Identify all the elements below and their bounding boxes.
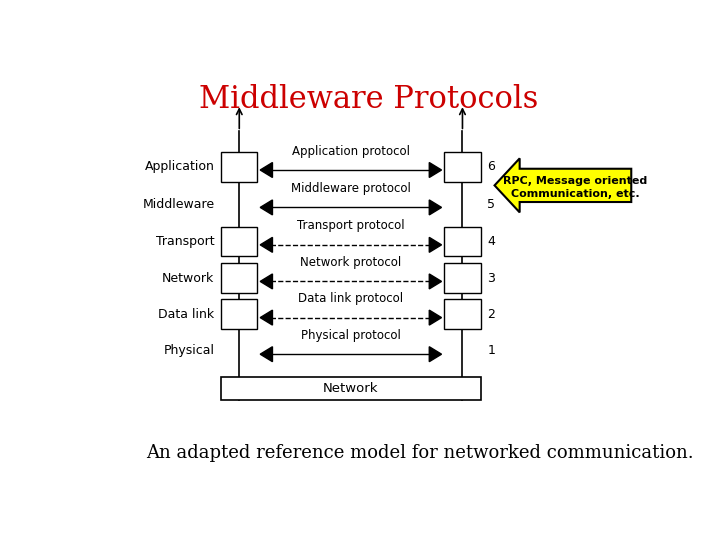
Text: 5: 5 bbox=[487, 198, 495, 211]
Text: RPC, Message oriented: RPC, Message oriented bbox=[503, 176, 647, 186]
Text: 6: 6 bbox=[487, 160, 495, 173]
Text: Communication, etc.: Communication, etc. bbox=[511, 188, 640, 199]
Bar bbox=[221, 263, 258, 293]
Polygon shape bbox=[260, 163, 272, 178]
Bar bbox=[221, 227, 258, 256]
Polygon shape bbox=[429, 163, 441, 178]
Text: Middleware Protocols: Middleware Protocols bbox=[199, 84, 539, 114]
Bar bbox=[444, 227, 481, 256]
Text: Middleware protocol: Middleware protocol bbox=[291, 182, 411, 195]
Polygon shape bbox=[260, 310, 272, 325]
Polygon shape bbox=[429, 200, 441, 215]
Text: Physical protocol: Physical protocol bbox=[301, 329, 401, 342]
Text: Network protocol: Network protocol bbox=[300, 256, 402, 269]
Text: Middleware: Middleware bbox=[143, 198, 215, 211]
Text: Physical: Physical bbox=[163, 345, 215, 357]
Polygon shape bbox=[429, 310, 441, 325]
Text: An adapted reference model for networked communication.: An adapted reference model for networked… bbox=[145, 444, 693, 462]
Text: Transport protocol: Transport protocol bbox=[297, 219, 405, 232]
Bar bbox=[444, 299, 481, 329]
Bar bbox=[444, 263, 481, 293]
Text: Application: Application bbox=[145, 160, 215, 173]
Polygon shape bbox=[429, 238, 441, 252]
Polygon shape bbox=[260, 274, 272, 289]
Polygon shape bbox=[495, 158, 631, 212]
Text: Network: Network bbox=[162, 272, 215, 285]
Text: 2: 2 bbox=[487, 308, 495, 321]
Polygon shape bbox=[260, 200, 272, 215]
Polygon shape bbox=[429, 274, 441, 289]
Bar bbox=[221, 152, 258, 181]
Text: Application protocol: Application protocol bbox=[292, 145, 410, 158]
Polygon shape bbox=[429, 347, 441, 362]
Text: Transport: Transport bbox=[156, 235, 215, 248]
Text: 1: 1 bbox=[487, 345, 495, 357]
Bar bbox=[444, 152, 481, 181]
Polygon shape bbox=[260, 347, 272, 362]
Text: Data link protocol: Data link protocol bbox=[298, 292, 403, 305]
Text: Network: Network bbox=[323, 382, 379, 395]
Bar bbox=[221, 299, 258, 329]
Text: 4: 4 bbox=[487, 235, 495, 248]
Bar bbox=[221, 377, 481, 400]
Text: 3: 3 bbox=[487, 272, 495, 285]
Text: Data link: Data link bbox=[158, 308, 215, 321]
Polygon shape bbox=[260, 238, 272, 252]
